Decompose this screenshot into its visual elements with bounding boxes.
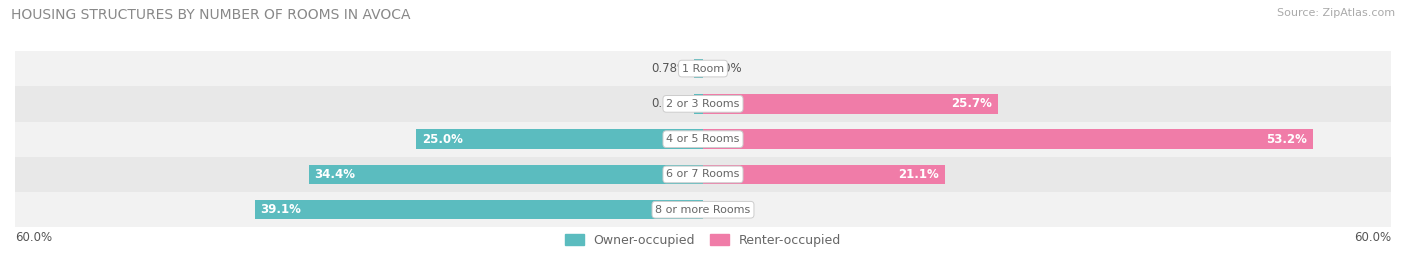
Bar (416, 129, 703, 149)
Bar (15, 51, 1391, 86)
Text: Source: ZipAtlas.com: Source: ZipAtlas.com (1277, 8, 1395, 18)
Bar (15, 86, 1391, 122)
Bar (254, 200, 703, 220)
Legend: Owner-occupied, Renter-occupied: Owner-occupied, Renter-occupied (565, 234, 841, 247)
Text: 0.78%: 0.78% (651, 97, 689, 110)
Bar (308, 165, 703, 184)
Bar (15, 122, 1391, 157)
Text: 34.4%: 34.4% (315, 168, 356, 181)
Bar (695, 94, 703, 114)
Bar (703, 94, 998, 114)
Text: 53.2%: 53.2% (1267, 133, 1308, 146)
Text: HOUSING STRUCTURES BY NUMBER OF ROOMS IN AVOCA: HOUSING STRUCTURES BY NUMBER OF ROOMS IN… (11, 8, 411, 22)
Text: 39.1%: 39.1% (260, 203, 301, 216)
Text: 0.78%: 0.78% (651, 62, 689, 75)
Bar (703, 129, 1313, 149)
Text: 25.7%: 25.7% (950, 97, 993, 110)
Text: 25.0%: 25.0% (422, 133, 463, 146)
Text: 60.0%: 60.0% (1354, 231, 1391, 244)
Text: 8 or more Rooms: 8 or more Rooms (655, 205, 751, 215)
Text: 1 Room: 1 Room (682, 63, 724, 73)
Text: 6 or 7 Rooms: 6 or 7 Rooms (666, 170, 740, 180)
Bar (15, 192, 1391, 227)
Text: 4 or 5 Rooms: 4 or 5 Rooms (666, 134, 740, 144)
Text: 2 or 3 Rooms: 2 or 3 Rooms (666, 99, 740, 109)
Bar (695, 59, 703, 78)
Text: 0.0%: 0.0% (713, 62, 742, 75)
Bar (703, 165, 945, 184)
Bar (15, 157, 1391, 192)
Text: 60.0%: 60.0% (15, 231, 52, 244)
Text: 0.0%: 0.0% (713, 203, 742, 216)
Text: 21.1%: 21.1% (898, 168, 939, 181)
